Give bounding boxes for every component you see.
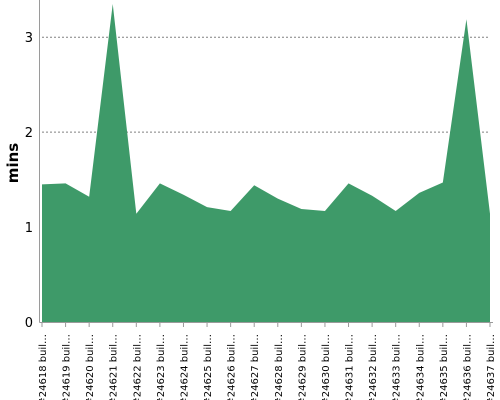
x-tick-label: #24626 buil… (227, 334, 238, 400)
x-tick-label: #24620 buil… (85, 334, 96, 400)
series (42, 4, 490, 322)
x-tick-label: #24621 buil… (109, 334, 120, 400)
y-tick-label: 1 (25, 221, 33, 236)
x-tick-label: #24635 buil… (439, 334, 450, 400)
area-series (42, 4, 490, 322)
x-tick-label: #24618 buil… (38, 334, 49, 400)
x-tick-label: #24637 buil… (486, 334, 497, 400)
x-tick-label: #24628 buil… (274, 334, 285, 400)
y-tick-label: 0 (25, 316, 33, 331)
x-tick-label: #24629 buil… (297, 334, 308, 400)
x-tick-label: #24632 buil… (368, 334, 379, 400)
x-tick-label: #24624 buil… (179, 334, 190, 400)
x-tick-labels: #24618 buil… #24619 buil… #24620 buil… #246… (38, 334, 497, 400)
y-tick-label: 2 (25, 126, 33, 141)
x-tick-label: #24623 buil… (156, 334, 167, 400)
x-tick-label: #24619 buil… (62, 334, 73, 400)
x-tick-label: #24634 buil… (415, 334, 426, 400)
y-axis-label: mins (4, 143, 22, 183)
x-tick-label: #24625 buil… (203, 334, 214, 400)
x-tick-label: #24630 buil… (321, 334, 332, 400)
x-tick-label: #24631 buil… (345, 334, 356, 400)
x-tick-label: #24627 buil… (250, 334, 261, 400)
x-tick-label: #24633 buil… (392, 334, 403, 400)
y-tick-label: 3 (25, 31, 33, 46)
x-tick-label: #24636 buil… (462, 334, 473, 400)
y-tick-labels: 0 1 2 3 (25, 31, 33, 331)
x-tick-label: #24622 buil… (132, 334, 143, 400)
